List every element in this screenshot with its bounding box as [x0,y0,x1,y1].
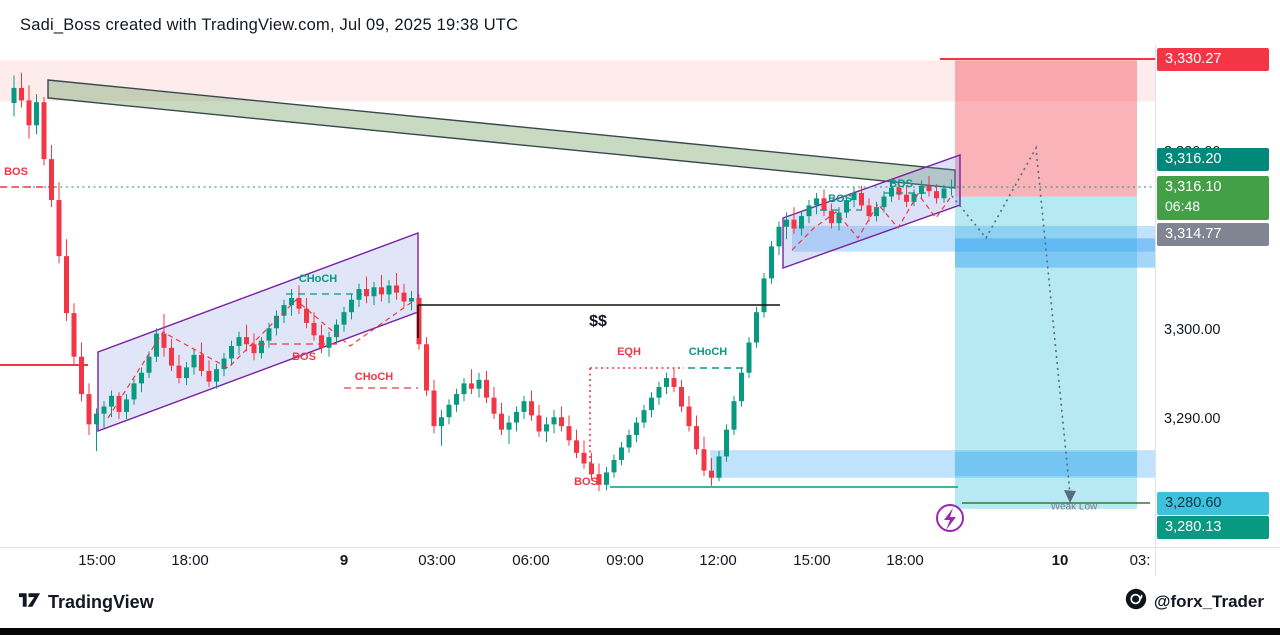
time-tick-label: 03: [1129,552,1151,569]
price-tick-label: 3,300.00 [1164,322,1221,338]
price-tick-label: 3,290.00 [1164,411,1221,427]
chart-header: Sadi_Boss created with TradingView.com, … [0,0,1280,45]
footer: TradingView @forx_Trader [0,576,1280,628]
price-axis[interactable]: 3,320.003,300.003,290.003,330.273,316.20… [1155,45,1280,547]
time-tick-label: 12:00 [699,552,737,569]
chart-title: Sadi_Boss created with TradingView.com, … [20,16,519,34]
axis-separator-horizontal [0,547,1280,548]
price-badge-331477: 3,314.77 [1157,223,1269,247]
tradingview-logo-icon [18,590,41,615]
author-handle: @forx_Trader [1153,591,1264,611]
tradingview-brand-link[interactable]: TradingView [18,590,154,615]
time-tick-label: 03:00 [418,552,456,569]
author-credit[interactable]: @forx_Trader [1125,588,1264,615]
chart-area[interactable] [0,45,1155,547]
time-tick-label: 18:00 [886,552,924,569]
price-badge-328060: 3,280.60 [1157,492,1269,516]
price-badge-331620: 3,316.20 [1157,148,1269,172]
time-tick-label: 9 [339,552,349,569]
time-tick-label: 09:00 [606,552,644,569]
bottom-border [0,628,1280,635]
time-axis[interactable]: 15:00 18:00 9 03:00 06:00 09:00 12:00 15:00 18:0… [0,547,1280,576]
time-tick-label: 15:00 [78,552,116,569]
time-tick-label: 18:00 [171,552,209,569]
price-badge-328013: 3,280.13 [1157,516,1269,540]
price-badge-331610: 3,316.10 06:48 [1157,175,1269,220]
tradingview-brand-label: TradingView [48,592,154,612]
time-tick-label: 06:00 [512,552,550,569]
time-tick-label: 15:00 [793,552,831,569]
price-badge-333027: 3,330.27 [1157,48,1269,72]
time-tick-label: 10 [1051,552,1069,569]
axis-separator-vertical [1155,45,1156,576]
social-profile-icon [1125,588,1147,615]
